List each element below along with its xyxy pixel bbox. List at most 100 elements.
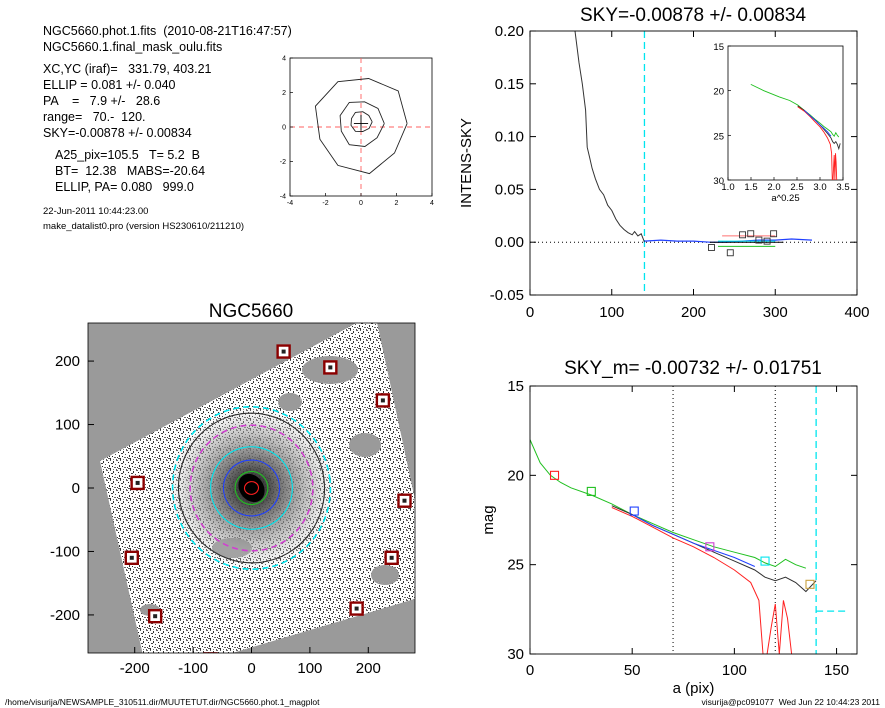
mag-ytick-label: 20 <box>507 467 524 484</box>
magnitude-profile-panel: SKY_m= -0.00732 +/- 0.01751 mag a (pix) 0 50… <box>480 358 858 697</box>
mag-marker <box>629 506 639 516</box>
sky-ytick-label: 0.20 <box>495 23 524 40</box>
contour-xtick-label: 2 <box>395 200 399 207</box>
contour-ytick-label: -4 <box>280 194 286 201</box>
inset-plot-area <box>750 83 841 180</box>
masked-source-star <box>328 365 333 370</box>
mag-xtick-label: 100 <box>722 662 747 679</box>
contour-ytick-label: 0 <box>282 125 286 132</box>
sky-point <box>708 244 715 251</box>
masked-source-star <box>402 498 407 503</box>
sky-xtick-label: 400 <box>844 304 869 321</box>
sky-point <box>726 249 734 257</box>
inset-ytick-label: 20 <box>713 87 724 98</box>
contour-line <box>339 101 385 147</box>
image-ytick-label: 200 <box>55 353 80 370</box>
sky-ytick-label: -0.05 <box>490 287 524 304</box>
inset-xtick-label: 1.0 <box>721 182 734 193</box>
sky-profile-line <box>574 31 645 243</box>
mag-ytick-label: 25 <box>507 557 524 574</box>
inset-profile-line <box>750 83 840 138</box>
inset-frame <box>727 45 844 181</box>
mag-xlabel: a (pix) <box>673 680 715 697</box>
galaxy-core <box>238 473 265 503</box>
sky-plot-area <box>530 31 857 295</box>
mag-title: SKY_m= -0.00732 +/- 0.01751 <box>564 358 822 379</box>
image-content <box>88 323 415 661</box>
sky-xtick-label: 100 <box>599 304 624 321</box>
inset-ytick-label: 15 <box>713 42 724 53</box>
mag-plot-area <box>530 386 847 654</box>
inset-xtick-label: 2.0 <box>767 182 780 193</box>
inset-profile-line <box>797 106 838 180</box>
image-xtick-label: 200 <box>356 660 381 677</box>
sky-ytick-label: 0.05 <box>495 181 524 198</box>
masked-source-star <box>209 657 213 661</box>
masked-source-star <box>354 606 359 611</box>
magnitudes: BT= 12.38 MABS=-20.64 <box>55 164 206 178</box>
galaxy-image-panel: NGC5660 -200 -100 0 100 200 200 100 0 -100 -200 <box>50 301 416 677</box>
masked-region <box>371 565 399 585</box>
mag-frame <box>529 385 858 655</box>
isophote-ellipse <box>177 412 326 564</box>
masked-source-star <box>129 555 134 560</box>
isophote-ellipse <box>243 481 260 495</box>
masked-source-star <box>389 555 394 560</box>
sky-ytick-label: 0.10 <box>495 129 524 146</box>
contour-line <box>350 111 373 132</box>
mag-ytick-label: 30 <box>507 646 524 663</box>
position-angle: PA = 7.9 +/- 28.6 <box>43 94 161 108</box>
image-title: NGC5660 <box>209 301 294 322</box>
sky-xtick-label: 200 <box>681 304 706 321</box>
mag-ylabel: mag <box>480 505 497 534</box>
center-coords: XC,YC (iraf)= 331.79, 403.21 <box>43 62 212 76</box>
image-ytick-label: -100 <box>50 543 80 560</box>
inset-profile-line <box>803 109 832 137</box>
fit-range: range= 70.- 120. <box>43 110 146 124</box>
contour-ytick-label: 2 <box>282 90 286 97</box>
mag-marker <box>805 579 815 589</box>
isophote-ellipse <box>189 424 314 552</box>
mag-series-line <box>631 514 756 567</box>
sky-point <box>755 236 763 244</box>
mag-marker <box>586 486 596 496</box>
contour-xtick-label: 4 <box>430 200 434 207</box>
inset-xtick-label: 2.5 <box>790 182 803 193</box>
contour-xtick-label: -4 <box>287 200 293 207</box>
ellipticity: ELLIP = 0.081 +/- 0.040 <box>43 78 176 92</box>
inset-ytick-label: 25 <box>713 131 724 142</box>
image-xtick-label: 100 <box>297 660 322 677</box>
sky-title: SKY=-0.00878 +/- 0.00834 <box>580 5 806 26</box>
sky-point <box>770 230 778 238</box>
mag-series-line <box>611 507 793 654</box>
contour-ytick-label: 4 <box>282 56 286 63</box>
sky-point <box>747 230 755 238</box>
isophote-contour-panel: -4 -2 0 2 4 -4 -2 0 2 4 <box>280 56 434 208</box>
mag-xtick-label: 50 <box>624 662 641 679</box>
sky-ytick-label: 0.00 <box>495 234 524 251</box>
mag-marker <box>705 542 715 552</box>
sky-xtick-label: 300 <box>763 304 788 321</box>
mag-marker <box>760 556 770 566</box>
isophote-ellipse <box>210 446 293 530</box>
mag-xtick-label: 150 <box>824 662 849 679</box>
image-xtick-label: 0 <box>247 660 255 677</box>
inset-xtick-label: 1.5 <box>744 182 757 193</box>
sky-point <box>739 231 746 239</box>
masked-source-star <box>281 349 286 354</box>
masked-source-star <box>380 398 385 403</box>
a25-type: A25_pix=105.5 T= 5.2 B <box>55 148 201 162</box>
ellip-pa: ELLIP, PA= 0.080 999.0 <box>55 180 194 194</box>
footer-user: visurija@pc091077 Wed Jun 22 10:44:23 20… <box>701 697 880 707</box>
sky-ylabel: INTENS-SKY <box>458 118 475 208</box>
isophote-ellipse <box>222 459 281 517</box>
contour-xtick-label: 0 <box>359 200 363 207</box>
image-xtick-label: -100 <box>178 660 208 677</box>
masked-source-star <box>153 614 158 619</box>
image-xtick-label: -200 <box>120 660 150 677</box>
contour-ytick-label: -2 <box>280 159 286 166</box>
mag-ytick-label: 15 <box>507 378 524 395</box>
sky-ytick-label: 0.15 <box>495 76 524 93</box>
image-ytick-label: 100 <box>55 417 80 434</box>
